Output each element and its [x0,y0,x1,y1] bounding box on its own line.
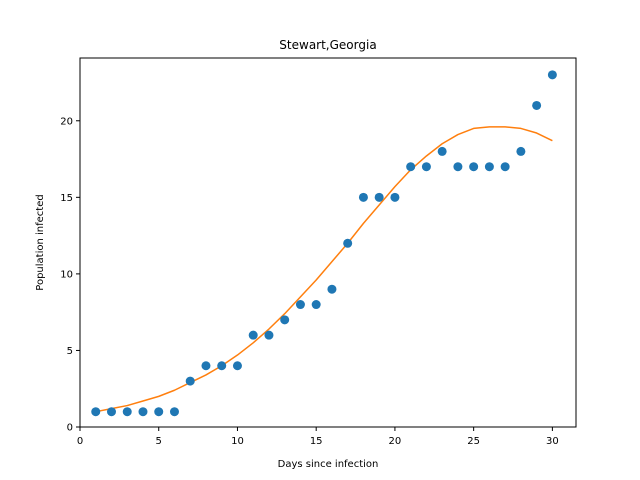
y-tick-label: 15 [60,193,73,204]
data-point [295,300,305,310]
data-point [327,284,337,294]
x-tick-label: 30 [546,436,559,447]
plot-area: 0 5 10 15 20 25 30 0 5 10 15 20 [60,57,577,447]
data-point [437,146,447,156]
data-point [169,407,179,417]
fit-line-group [95,126,553,413]
data-point [138,407,148,417]
data-points-group [91,70,557,417]
y-axis-label: Population infected [35,194,46,290]
data-point [484,162,494,172]
x-axis-label: Days since infection [278,459,379,470]
x-tick-label: 0 [77,436,83,447]
data-point [390,192,400,202]
data-point [91,407,101,417]
y-tick-label: 10 [60,269,73,280]
x-tick-label: 15 [310,436,323,447]
data-point [217,361,227,371]
data-point [421,162,431,172]
data-point [185,376,195,386]
x-axis-ticks: 0 5 10 15 20 25 30 [77,427,559,447]
y-tick-label: 0 [67,423,73,434]
fit-line [95,126,553,413]
y-tick-label: 5 [67,346,73,357]
data-point [358,192,368,202]
plot-frame [79,57,577,428]
data-point [343,238,353,248]
data-point [547,70,557,80]
chart-title: Stewart,Georgia [279,38,376,52]
y-axis-ticks: 0 5 10 15 20 [60,116,80,434]
x-tick-label: 25 [467,436,480,447]
data-point [154,407,164,417]
data-point [122,407,132,417]
data-point [280,315,290,325]
data-point [232,361,242,371]
data-point [248,330,258,340]
x-tick-label: 20 [389,436,402,447]
data-point [532,100,542,110]
data-point [201,361,211,371]
data-point [406,162,416,172]
x-tick-label: 10 [231,436,244,447]
data-point [311,300,321,310]
x-tick-label: 5 [156,436,162,447]
data-point [469,162,479,172]
data-point [500,162,510,172]
y-tick-label: 20 [60,116,73,127]
data-point [453,162,463,172]
data-point [106,407,116,417]
data-point [516,146,526,156]
data-point [264,330,274,340]
data-point [374,192,384,202]
